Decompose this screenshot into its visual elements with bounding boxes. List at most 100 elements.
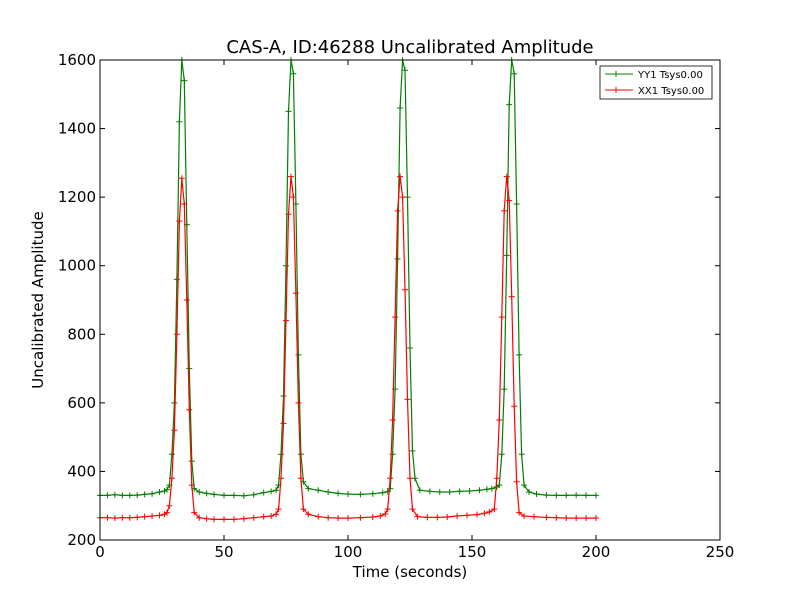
data-point-xx1-45 <box>325 514 332 521</box>
data-point-yy1-89 <box>573 492 580 499</box>
data-point-yy1-86 <box>543 492 550 499</box>
data-point-xx1-53 <box>387 475 394 482</box>
data-point-yy1-26 <box>230 492 237 499</box>
data-point-yy1-43 <box>305 485 312 492</box>
data-point-xx1-85 <box>543 514 550 521</box>
data-point-yy1-17 <box>181 77 188 84</box>
data-point-xx1-23 <box>203 515 210 522</box>
data-point-xx1-78 <box>506 197 513 204</box>
data-point-xx1-64 <box>424 514 431 521</box>
data-point-xx1-19 <box>186 406 193 413</box>
data-point-yy1-79 <box>511 70 518 77</box>
y-tick-label-3: 800 <box>67 325 96 343</box>
legend-box <box>599 65 713 100</box>
data-point-xx1-36 <box>285 211 292 218</box>
data-point-xx1-32 <box>275 506 282 513</box>
legend-marker-xx1 <box>613 87 619 93</box>
data-point-yy1-90 <box>583 492 590 499</box>
data-point-yy1-45 <box>325 489 332 495</box>
x-axis-label: Time (seconds) <box>352 563 468 581</box>
data-point-yy1-5 <box>134 492 141 499</box>
data-point-xx1-27 <box>240 515 247 522</box>
data-point-yy1-24 <box>211 491 218 498</box>
data-point-xx1-68 <box>464 512 471 519</box>
data-point-yy1-49 <box>369 490 376 497</box>
y-tick-label-6: 1400 <box>58 120 96 138</box>
data-point-yy1-55 <box>394 255 401 262</box>
data-point-xx1-80 <box>511 403 518 410</box>
y-tick-label-1: 400 <box>67 462 96 480</box>
data-point-yy1-48 <box>357 491 364 498</box>
data-point-xx1-15 <box>176 218 183 225</box>
data-point-xx1-67 <box>454 513 461 519</box>
data-point-yy1-15 <box>176 118 183 125</box>
data-point-xx1-46 <box>335 515 342 522</box>
data-point-yy1-82 <box>518 451 525 458</box>
data-point-yy1-75 <box>501 386 508 393</box>
y-tick-label-7: 1600 <box>58 51 96 69</box>
data-point-yy1-80 <box>513 201 520 207</box>
data-point-xx1-61 <box>407 475 413 482</box>
data-point-yy1-61 <box>409 447 416 454</box>
data-point-xx1-29 <box>260 513 267 520</box>
data-point-yy1-50 <box>379 489 386 496</box>
data-point-yy1-28 <box>250 491 257 498</box>
data-point-yy1-23 <box>203 490 210 497</box>
data-point-xx1-79 <box>508 293 515 300</box>
data-point-yy1-1 <box>104 492 111 499</box>
data-point-xx1-71 <box>486 508 493 515</box>
data-point-yy1-88 <box>563 492 570 499</box>
data-point-yy1-73 <box>496 482 503 489</box>
data-point-xx1-8 <box>156 512 163 519</box>
x-tick-label-5: 250 <box>706 543 735 561</box>
data-point-yy1-8 <box>156 489 163 495</box>
data-point-xx1-40 <box>295 399 302 406</box>
data-point-yy1-84 <box>526 489 533 495</box>
data-point-yy1-6 <box>141 491 148 498</box>
data-point-xx1-5 <box>134 514 141 521</box>
data-point-yy1-22 <box>196 489 203 495</box>
data-point-xx1-89 <box>583 515 590 522</box>
data-point-yy1-56 <box>397 105 404 111</box>
data-point-yy1-77 <box>506 101 513 108</box>
data-point-xx1-49 <box>369 514 376 521</box>
data-point-xx1-48 <box>357 514 364 521</box>
data-point-yy1-76 <box>503 252 510 259</box>
data-point-xx1-35 <box>283 317 289 324</box>
data-point-xx1-18 <box>183 297 190 303</box>
data-point-xx1-58 <box>399 194 406 201</box>
data-point-xx1-59 <box>402 286 409 293</box>
data-point-yy1-67 <box>456 488 463 495</box>
data-point-xx1-65 <box>434 514 441 521</box>
data-point-xx1-38 <box>290 194 297 201</box>
data-point-yy1-52 <box>387 485 394 492</box>
data-point-xx1-17 <box>181 201 188 207</box>
data-point-xx1-77 <box>503 173 510 180</box>
data-point-xx1-2 <box>111 515 118 522</box>
legend: YY1 Tsys0.00 XX1 Tsys0.00 <box>599 65 713 100</box>
x-tick-label-2: 100 <box>334 543 363 561</box>
ticks-layer: 0 50 100 150 200 250 200 400 600 800 1000 1200 1400 1… <box>58 51 735 561</box>
x-tick-label-4: 200 <box>582 543 611 561</box>
data-point-xx1-39 <box>292 290 299 297</box>
data-point-yy1-30 <box>268 488 275 495</box>
data-point-xx1-31 <box>273 511 280 518</box>
data-point-xx1-14 <box>173 331 180 338</box>
data-point-yy1-81 <box>516 351 523 358</box>
data-point-yy1-13 <box>171 399 178 406</box>
data-point-yy1-20 <box>188 458 195 465</box>
data-point-yy1-12 <box>168 451 175 458</box>
data-point-xx1-76 <box>501 207 508 214</box>
data-point-xx1-75 <box>498 314 505 321</box>
data-point-xx1-26 <box>230 516 237 523</box>
data-point-xx1-82 <box>516 509 523 516</box>
y-tick-label-4: 1000 <box>58 257 96 275</box>
data-point-xx1-16 <box>178 175 185 182</box>
x-tick-label-3: 150 <box>458 543 487 561</box>
data-point-xx1-11 <box>166 502 173 509</box>
data-point-yy1-64 <box>426 488 433 495</box>
data-point-yy1-66 <box>446 489 453 495</box>
data-point-yy1-58 <box>402 67 409 74</box>
data-point-xx1-21 <box>191 509 198 516</box>
data-point-yy1-44 <box>315 487 322 494</box>
